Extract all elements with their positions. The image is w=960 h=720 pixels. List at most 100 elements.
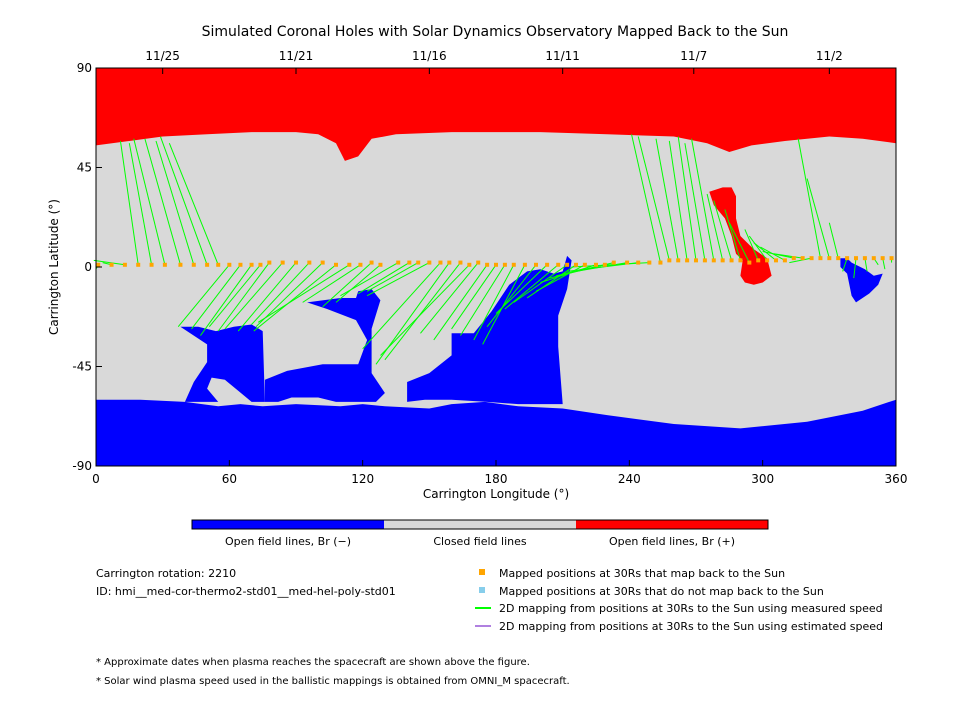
mapped-point	[191, 262, 196, 267]
mapped-point	[756, 258, 761, 263]
mapping-line	[119, 140, 139, 265]
mapping-line	[486, 264, 537, 328]
mapped-point	[871, 256, 876, 261]
x-axis-title: Carrington Longitude (°)	[423, 487, 569, 501]
mapping-line	[253, 264, 337, 332]
mapping-line	[724, 209, 741, 261]
y-tick-label: 45	[77, 161, 92, 175]
mapping-line	[144, 138, 181, 265]
mapped-point	[162, 262, 167, 267]
mapped-point	[729, 258, 734, 263]
footnote-speed: * Solar wind plasma speed used in the ba…	[96, 676, 570, 687]
footnote-dates: * Approximate dates when plasma reaches …	[96, 657, 530, 668]
mapped-point	[96, 262, 101, 267]
mapped-point	[258, 262, 263, 267]
mapped-point	[720, 258, 725, 263]
mapped-point	[647, 260, 652, 265]
mapping-line	[451, 264, 497, 330]
mapping-line	[208, 264, 261, 328]
mapping-line	[797, 138, 821, 259]
south-polar-coronal-hole	[96, 399, 896, 466]
mapping-line	[728, 222, 750, 263]
mapped-point	[294, 260, 298, 265]
y-tick-label: -90	[72, 459, 92, 473]
mapped-point	[818, 256, 823, 261]
mapping-line	[168, 142, 219, 265]
legend-not-mapped: Mapped positions at 30Rs that do not map…	[499, 585, 824, 598]
legend-marker-mapped-back	[479, 569, 485, 575]
carrington-rotation: Carrington rotation: 2210	[96, 567, 236, 580]
chart-title: Simulated Coronal Holes with Solar Dynam…	[202, 24, 789, 40]
mapping-line	[257, 264, 350, 323]
mapping-line	[237, 262, 297, 332]
mapped-point	[216, 262, 221, 267]
region-layer	[96, 68, 896, 466]
mapping-line	[677, 136, 697, 261]
legend-marker-not-mapped	[479, 587, 485, 593]
mapping-line	[637, 136, 670, 261]
north-polar-coronal-hole	[96, 68, 896, 161]
date-tick-label: 11/11	[545, 49, 580, 63]
mapped-point	[416, 260, 421, 265]
mapped-point	[765, 258, 770, 263]
y-axis-title: Carrington Latitude (°)	[47, 199, 61, 335]
mapping-line	[217, 262, 270, 332]
mapping-line	[420, 262, 479, 334]
mapped-point	[685, 258, 690, 263]
mapped-point	[109, 262, 114, 267]
mapped-point	[711, 258, 716, 263]
mapped-point	[845, 256, 850, 261]
mapped-point	[676, 258, 681, 263]
mapping-line	[789, 257, 812, 264]
negative-coronal-hole	[180, 324, 265, 402]
model-id: ID: hmi__med-cor-thermo2-std01__med-hel-…	[96, 585, 396, 598]
mapped-point-layer	[96, 256, 894, 267]
negative-coronal-hole	[407, 255, 572, 405]
date-tick-label: 11/25	[145, 49, 180, 63]
mapping-line	[340, 262, 399, 297]
mapping-line	[159, 136, 208, 265]
mapped-point	[565, 262, 570, 267]
mapped-point	[438, 260, 443, 265]
mapping-line	[155, 140, 195, 265]
negative-coronal-hole	[840, 258, 883, 303]
x-tick-label: 180	[485, 472, 508, 486]
mapped-point	[702, 258, 707, 263]
mapped-point	[602, 262, 607, 267]
mapping-line	[504, 264, 559, 310]
color-bar-frame	[191, 519, 769, 530]
mapping-line	[473, 264, 515, 341]
mapped-point	[467, 262, 472, 267]
mapped-point	[369, 260, 374, 265]
mapped-point	[494, 262, 498, 267]
mapped-point	[447, 260, 452, 265]
mapping-line	[357, 262, 410, 294]
mapping-line	[380, 264, 470, 356]
color-bar-positive	[576, 520, 768, 529]
mapping-line	[133, 138, 166, 265]
mapped-point	[534, 262, 538, 267]
color-bar-label-positive: Open field lines, Br (+)	[609, 535, 735, 548]
mapped-point	[136, 262, 141, 267]
mapped-point	[582, 262, 587, 267]
date-tick-label: 11/7	[680, 49, 707, 63]
y-tick-label: 90	[77, 61, 92, 75]
mapping-line	[224, 262, 284, 330]
mapped-point	[625, 260, 630, 265]
mapping-line	[93, 259, 125, 266]
mapping-line	[366, 262, 430, 297]
mapped-point	[889, 256, 894, 261]
legend: Mapped positions at 30Rs that map back t…	[475, 567, 883, 633]
mapped-point	[791, 256, 796, 261]
negative-coronal-hole	[264, 289, 385, 402]
mapped-point	[396, 260, 401, 265]
mapping-line	[384, 262, 461, 361]
mapped-point	[178, 262, 183, 267]
mapping-line	[655, 138, 679, 261]
mapped-point	[502, 262, 507, 267]
x-tick-label: 120	[351, 472, 374, 486]
mapped-point	[827, 256, 832, 261]
mapped-point	[149, 262, 154, 267]
mapping-line-layer	[93, 134, 893, 365]
mapped-point	[476, 260, 481, 265]
